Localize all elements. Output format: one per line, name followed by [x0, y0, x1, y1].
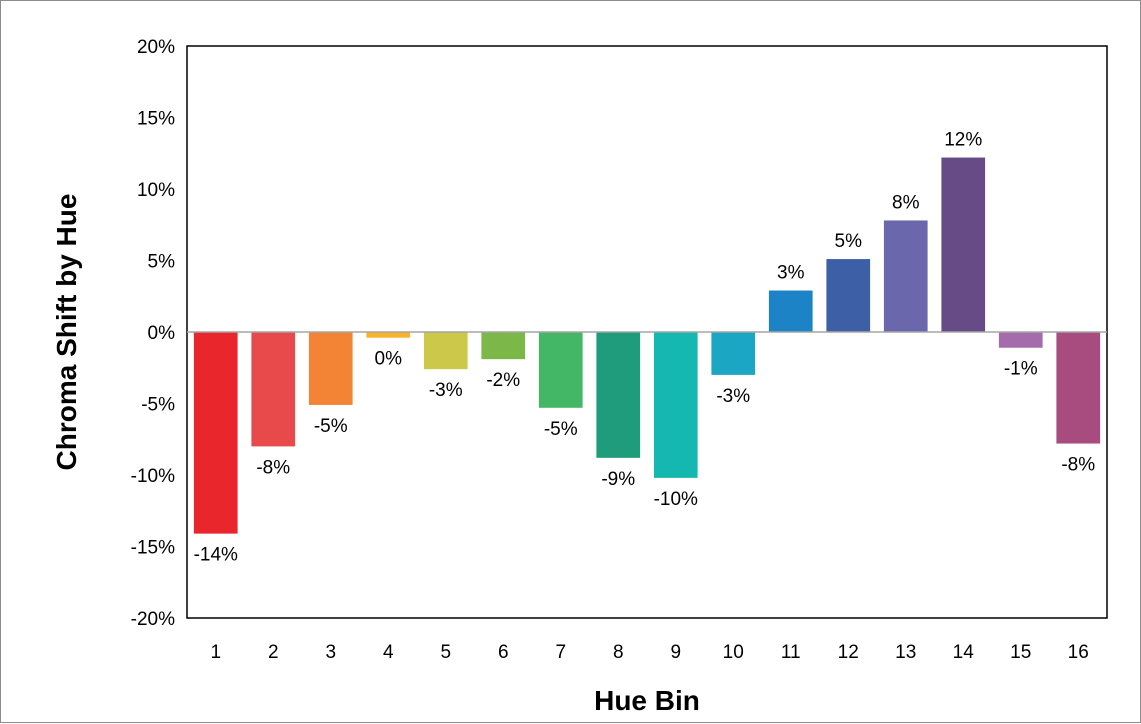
- data-labels: -14% -8% -5% 0% -3% -2% -5% -9% -10% -3% 3% 5% 8% 12%…: [194, 130, 1096, 566]
- bar: [998, 332, 1043, 348]
- x-tick-label: 5: [440, 642, 451, 663]
- bar: [481, 332, 526, 360]
- data-label: 3%: [777, 263, 805, 284]
- y-axis-title: Chroma Shift by Hue: [51, 194, 82, 471]
- x-tick-label: 9: [670, 642, 681, 663]
- y-tick-label: -10%: [131, 466, 175, 487]
- data-label: 8%: [892, 192, 920, 213]
- bar: [826, 259, 871, 332]
- y-tick-label: -15%: [131, 538, 175, 559]
- x-axis-title: Hue Bin: [594, 685, 700, 716]
- x-tick-label: 11: [781, 642, 801, 663]
- data-label: -3%: [429, 380, 463, 401]
- bar: [711, 332, 756, 375]
- data-label: -3%: [716, 386, 750, 407]
- bar: [1056, 332, 1101, 444]
- x-tick-label: 6: [498, 642, 509, 663]
- data-label: -8%: [1061, 455, 1095, 476]
- y-tick-label: -5%: [141, 395, 175, 416]
- data-label: -5%: [544, 419, 578, 440]
- x-tick-label: 3: [325, 642, 336, 663]
- y-axis-ticks: -20% -15% -10% -5% 0% 5% 10% 15% 20%: [131, 37, 175, 630]
- bar: [596, 332, 641, 458]
- y-tick-label: -20%: [131, 609, 175, 630]
- data-label: -1%: [1004, 359, 1038, 380]
- x-tick-label: 2: [268, 642, 279, 663]
- x-tick-label: 4: [383, 642, 394, 663]
- bar: [251, 332, 296, 447]
- bar: [538, 332, 583, 408]
- data-label: -10%: [654, 489, 698, 510]
- x-tick-label: 12: [838, 642, 859, 663]
- bar: [768, 290, 813, 332]
- bars: [193, 157, 1101, 534]
- x-tick-label: 15: [1010, 642, 1031, 663]
- data-label: -5%: [314, 416, 348, 437]
- bar: [423, 332, 468, 370]
- bar: [308, 332, 353, 405]
- bar: [366, 332, 411, 338]
- x-tick-label: 14: [953, 642, 975, 663]
- x-tick-label: 1: [210, 642, 221, 663]
- bar: [883, 220, 928, 332]
- x-axis-ticks: 1 2 3 4 5 6 7 8 9 10 11 12 13 14 15 16: [210, 642, 1088, 663]
- data-label: -9%: [601, 469, 635, 490]
- x-tick-label: 8: [613, 642, 624, 663]
- bar: [653, 332, 698, 478]
- data-label: 12%: [944, 130, 982, 151]
- x-tick-label: 16: [1068, 642, 1089, 663]
- bar: [193, 332, 238, 534]
- y-tick-label: 20%: [137, 37, 175, 58]
- bar: [941, 157, 986, 332]
- y-tick-label: 0%: [148, 323, 176, 344]
- y-tick-label: 15%: [137, 109, 175, 130]
- y-tick-label: 10%: [137, 180, 175, 201]
- data-label: 0%: [375, 349, 403, 370]
- data-label: -14%: [194, 545, 238, 566]
- x-tick-label: 10: [723, 642, 744, 663]
- y-tick-label: 5%: [148, 252, 176, 273]
- x-tick-label: 13: [895, 642, 916, 663]
- x-tick-label: 7: [555, 642, 566, 663]
- data-label: -2%: [486, 370, 520, 391]
- data-label: -8%: [256, 457, 290, 478]
- data-label: 5%: [835, 231, 863, 252]
